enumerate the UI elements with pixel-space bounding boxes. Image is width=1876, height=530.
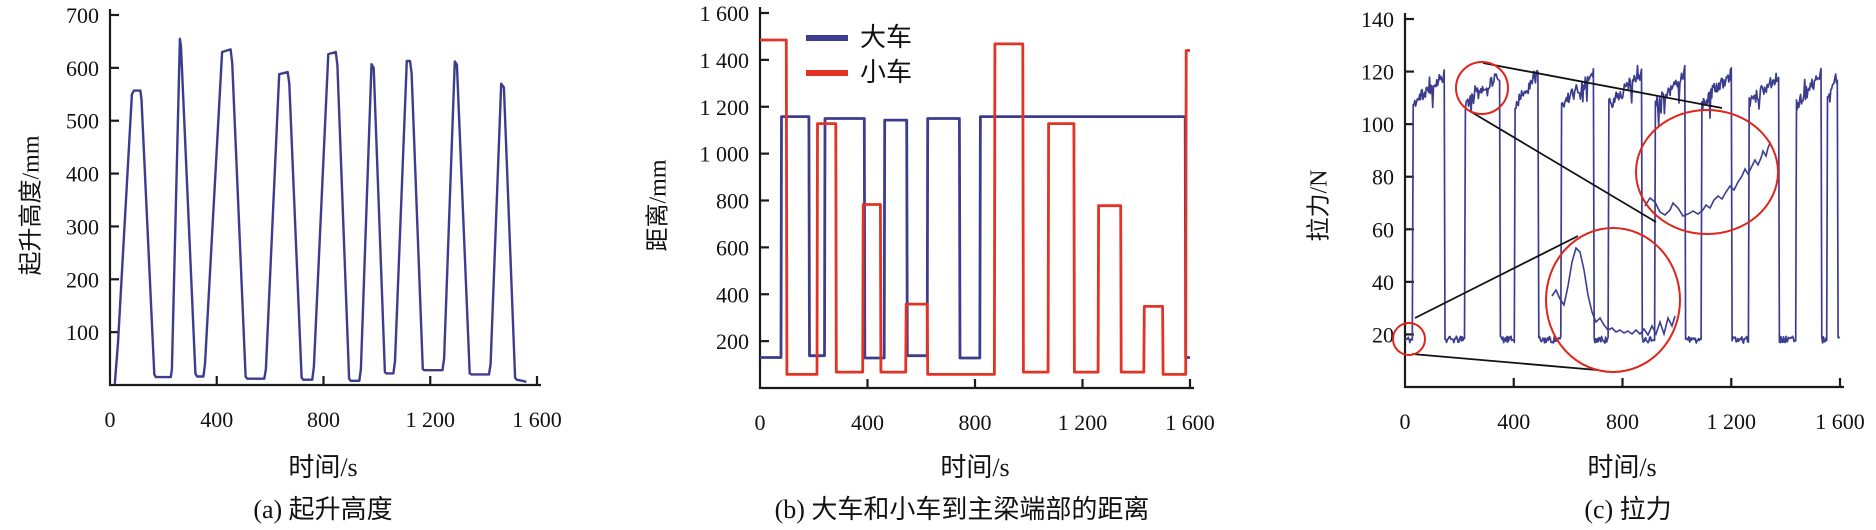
callout-line [1414, 235, 1579, 319]
y-tick-label: 80 [1372, 165, 1394, 190]
x-tick-label: 1 200 [1707, 409, 1757, 434]
x-tick-label: 800 [1606, 409, 1639, 434]
x-tick-label: 0 [755, 410, 766, 435]
y-tick-label: 140 [1361, 7, 1394, 32]
y-tick-label: 1 600 [700, 1, 750, 26]
chart-a: 100 200 300 400 500 600 700 0 400 800 1 200 1 600 [66, 3, 562, 432]
x-axis-label-c: 时间/s [1587, 453, 1657, 482]
caption-c: (c) 拉力 [1584, 495, 1672, 524]
y-tick-label: 400 [716, 282, 749, 307]
x-tick-label: 1 200 [406, 407, 456, 432]
caption-b: (b) 大车和小车到主梁端部的距离 [774, 495, 1150, 524]
legend-label-xiaoche: 小车 [860, 57, 913, 87]
y-tick-label: 1 000 [700, 142, 750, 167]
callout-line [1411, 353, 1598, 371]
axes-c [1403, 13, 1844, 389]
x-tick-label: 800 [959, 410, 992, 435]
x-tick-label: 0 [105, 407, 116, 432]
zoom-circle [1635, 109, 1779, 235]
chart-b: 200 400 600 800 1 000 1 200 1 400 1 600 0 400 800 1… [700, 1, 1215, 435]
y-tick-label: 700 [66, 3, 99, 28]
chart-c: 20 40 60 80 100 120 140 0 400 800 1 200 1 600 [1361, 7, 1865, 434]
zoom-circle [1545, 227, 1681, 373]
legend: 大车 小车 [806, 20, 912, 90]
y-tick-label: 20 [1372, 322, 1394, 347]
inset-zoom-trace [1644, 141, 1773, 217]
y-axis-label-a: 起升高度/mm [18, 135, 45, 276]
zoom-circle [1392, 322, 1426, 356]
y-axis-label-c: 拉力/N [1306, 169, 1333, 242]
y-tick-label: 600 [66, 56, 99, 81]
y-tick-label: 120 [1361, 60, 1394, 85]
series-line-起升高度 [113, 37, 527, 384]
callout-line [1482, 62, 1723, 109]
x-tick-label: 0 [1400, 409, 1411, 434]
y-tick-label: 400 [66, 162, 99, 187]
x-tick-label: 400 [200, 407, 233, 432]
x-tick-label: 400 [851, 410, 884, 435]
y-tick-label: 200 [716, 329, 749, 354]
y-tick-label: 100 [1361, 112, 1394, 137]
x-tick-label: 1 600 [1165, 410, 1215, 435]
y-tick-label: 800 [716, 189, 749, 214]
y-tick-label: 1 200 [700, 95, 750, 120]
callout-line [1467, 109, 1657, 223]
y-tick-label: 300 [66, 214, 99, 239]
inset-zoom-trace [1551, 246, 1676, 337]
x-tick-label: 800 [307, 407, 340, 432]
y-tick-label: 60 [1372, 217, 1394, 242]
y-tick-label: 100 [66, 320, 99, 345]
y-axis-label-b: 距离/mm [645, 159, 672, 252]
x-tick-label: 1 600 [512, 407, 562, 432]
x-tick-label: 400 [1497, 409, 1530, 434]
y-tick-label: 40 [1372, 270, 1394, 295]
caption-a: (a) 起升高度 [253, 495, 393, 524]
y-tick-label: 200 [66, 267, 99, 292]
legend-marker-xiaoche [806, 69, 848, 76]
legend-label-dache: 大车 [860, 22, 913, 52]
series-line-大车 [760, 115, 1190, 360]
x-axis-label-b: 时间/s [940, 453, 1010, 482]
axes-a [108, 9, 541, 387]
series-line-小车 [760, 38, 1190, 376]
axes-b [758, 7, 1194, 390]
series-line-拉力 [1404, 64, 1841, 344]
x-tick-label: 1 200 [1058, 410, 1108, 435]
legend-item-dache: 大车 [806, 20, 912, 55]
y-tick-label: 1 400 [700, 48, 750, 73]
x-axis-label-a: 时间/s [288, 453, 358, 482]
y-tick-label: 500 [66, 109, 99, 134]
legend-marker-dache [806, 34, 848, 41]
y-tick-label: 600 [716, 235, 749, 260]
zoom-circle [1455, 61, 1509, 115]
legend-item-xiaoche: 小车 [806, 55, 912, 90]
x-tick-label: 1 600 [1815, 409, 1865, 434]
